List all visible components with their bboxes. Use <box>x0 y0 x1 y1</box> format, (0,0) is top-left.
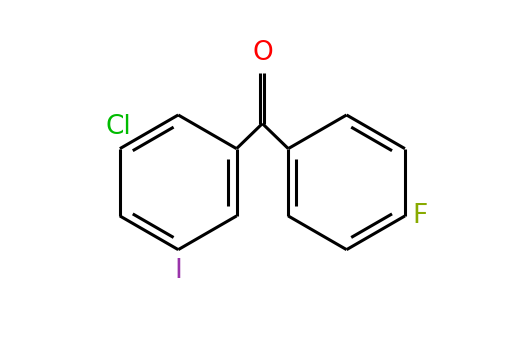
Text: F: F <box>412 203 427 229</box>
Text: I: I <box>174 258 182 284</box>
Text: O: O <box>252 40 273 66</box>
Text: Cl: Cl <box>105 114 131 140</box>
